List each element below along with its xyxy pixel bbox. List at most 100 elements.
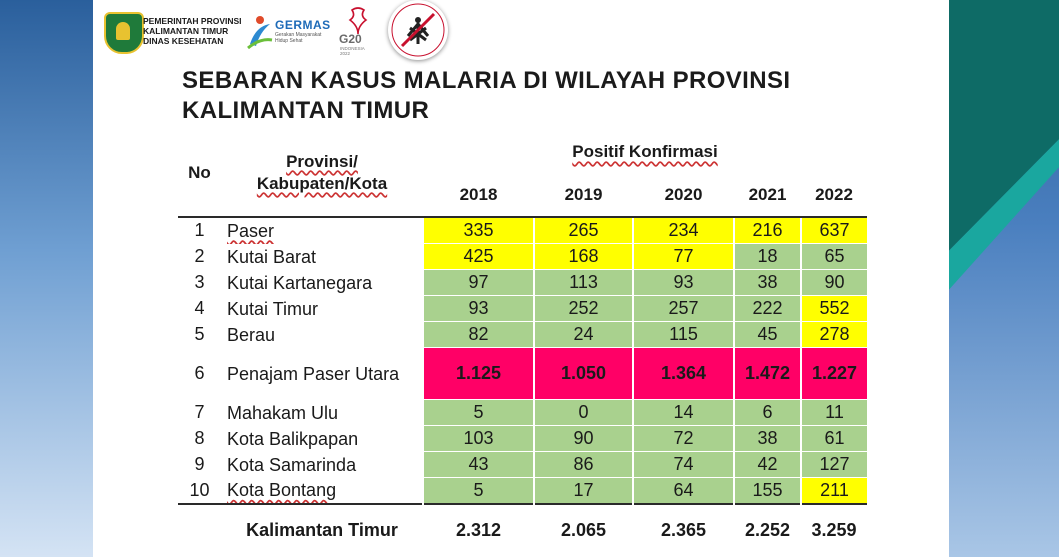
case-count-cell: 0 <box>533 399 633 426</box>
region-name: Mahakam Ulu <box>227 402 339 423</box>
region-name: Kutai Timur <box>227 298 319 319</box>
kaltim-emblem-icon <box>104 12 144 54</box>
case-count-cell: 252 <box>533 295 633 322</box>
region-header-line: Provinsi/ <box>286 152 358 171</box>
column-header-year: 2022 <box>815 185 853 204</box>
case-count-cell: 43 <box>422 451 534 478</box>
table-row: 10 Kota Bontang 5 17 64 155 211 <box>178 477 867 505</box>
row-number: 7 <box>194 402 205 422</box>
case-count-cell: 234 <box>632 218 734 244</box>
case-count-cell: 278 <box>800 321 867 348</box>
table-row: 8 Kota Balikpapan 103 90 72 38 61 <box>178 425 867 452</box>
case-count-cell: 86 <box>533 451 633 478</box>
case-count-cell: 103 <box>422 425 534 452</box>
row-number: 5 <box>194 324 205 344</box>
case-count-cell: 97 <box>422 269 534 296</box>
case-count-cell: 637 <box>800 218 867 244</box>
case-count-cell: 11 <box>800 399 867 426</box>
case-count-cell: 45 <box>733 321 801 348</box>
case-count-cell: 211 <box>800 477 867 505</box>
case-count-cell: 257 <box>632 295 734 322</box>
case-count-cell: 61 <box>800 425 867 452</box>
case-count-cell: 155 <box>733 477 801 505</box>
gov-line: PEMERINTAH PROVINSI <box>143 16 242 26</box>
total-value: 2.065 <box>534 503 633 555</box>
case-count-cell: 93 <box>632 269 734 296</box>
table-row: 2 Kutai Barat 425 168 77 18 65 <box>178 243 867 270</box>
total-value: 2.252 <box>734 503 801 555</box>
case-count-cell: 72 <box>632 425 734 452</box>
case-count-cell: 82 <box>422 321 534 348</box>
table-row: 4 Kutai Timur 93 252 257 222 552 <box>178 295 867 322</box>
table-row: 3 Kutai Kartanegara 97 113 93 38 90 <box>178 269 867 296</box>
case-count-cell: 115 <box>632 321 734 348</box>
region-header-line: Kabupaten/Kota <box>256 174 388 193</box>
case-count-cell: 14 <box>632 399 734 426</box>
case-count-cell: 1.227 <box>800 347 867 400</box>
case-count-cell: 24 <box>533 321 633 348</box>
case-count-cell: 65 <box>800 243 867 270</box>
row-number: 6 <box>194 363 205 383</box>
case-count-cell: 17 <box>533 477 633 505</box>
column-header-year: 2021 <box>748 185 787 204</box>
case-count-cell: 64 <box>632 477 734 505</box>
case-count-cell: 1.050 <box>533 347 633 400</box>
case-count-cell: 168 <box>533 243 633 270</box>
case-count-cell: 77 <box>632 243 734 270</box>
bebas-malaria-icon <box>391 3 445 57</box>
region-name: Berau <box>227 324 276 345</box>
g20-subtitle: INDONESIA 2022 <box>340 46 365 56</box>
gov-line: KALIMANTAN TIMUR <box>143 26 229 36</box>
region-name: Penajam Paser Utara <box>227 363 400 384</box>
case-count-cell: 1.364 <box>632 347 734 400</box>
gov-header-text: PEMERINTAH PROVINSI KALIMANTAN TIMUR DIN… <box>143 16 242 46</box>
row-number: 2 <box>194 246 205 266</box>
case-count-cell: 113 <box>533 269 633 296</box>
column-group-positif-konfirmasi: Positif Konfirmasi <box>572 142 718 161</box>
row-number: 8 <box>194 428 205 448</box>
slide-title: SEBARAN KASUS MALARIA DI WILAYAH PROVINS… <box>182 66 842 126</box>
case-count-cell: 90 <box>533 425 633 452</box>
table-row: 5 Berau 82 24 115 45 278 <box>178 321 867 348</box>
row-number: 4 <box>194 298 205 318</box>
region-name: Kota Samarinda <box>227 454 357 475</box>
column-header-year: 2019 <box>564 185 603 204</box>
case-count-cell: 74 <box>632 451 734 478</box>
total-value: 2.365 <box>633 503 734 555</box>
case-count-cell: 335 <box>422 218 534 244</box>
total-row: Kalimantan Timur 2.312 2.065 2.365 2.252… <box>178 503 867 555</box>
case-count-cell: 90 <box>800 269 867 296</box>
case-count-cell: 552 <box>800 295 867 322</box>
title-line: SEBARAN KASUS MALARIA DI WILAYAH PROVINS… <box>182 67 791 94</box>
table-row: 6 Penajam Paser Utara 1.125 1.050 1.364 1.472… <box>178 347 867 400</box>
case-count-cell: 42 <box>733 451 801 478</box>
case-count-cell: 6 <box>733 399 801 426</box>
case-count-cell: 1.472 <box>733 347 801 400</box>
case-count-cell: 222 <box>733 295 801 322</box>
region-name: Kota Balikpapan <box>227 428 359 449</box>
total-value: 3.259 <box>801 503 867 555</box>
row-number: 1 <box>194 220 205 241</box>
total-label: Kalimantan Timur <box>221 503 423 555</box>
region-name: Kutai Barat <box>227 246 317 267</box>
title-line: KALIMANTAN TIMUR <box>182 97 430 124</box>
case-count-cell: 5 <box>422 399 534 426</box>
case-count-cell: 425 <box>422 243 534 270</box>
column-header-year: 2020 <box>664 185 703 204</box>
region-name: Paser <box>227 220 275 241</box>
row-number: 3 <box>194 272 205 292</box>
germas-logo-icon <box>247 16 273 50</box>
table-row: 9 Kota Samarinda 43 86 74 42 127 <box>178 451 867 478</box>
bebas-malaria-badge <box>388 0 448 60</box>
total-no <box>178 503 221 555</box>
table-row: 1 Paser 335 265 234 216 637 <box>178 218 867 244</box>
column-header-no: No <box>188 163 211 182</box>
g20-logo-icon <box>348 7 368 35</box>
germas-subtitle: Gerakan Masyarakat Hidup Sehat <box>275 32 322 44</box>
germas-title: GERMAS <box>275 18 331 32</box>
gov-line: DINAS KESEHATAN <box>143 36 224 46</box>
case-count-cell: 265 <box>533 218 633 244</box>
case-count-cell: 38 <box>733 269 801 296</box>
case-count-cell: 93 <box>422 295 534 322</box>
column-header-region: Provinsi/ Kabupaten/Kota <box>221 130 423 217</box>
